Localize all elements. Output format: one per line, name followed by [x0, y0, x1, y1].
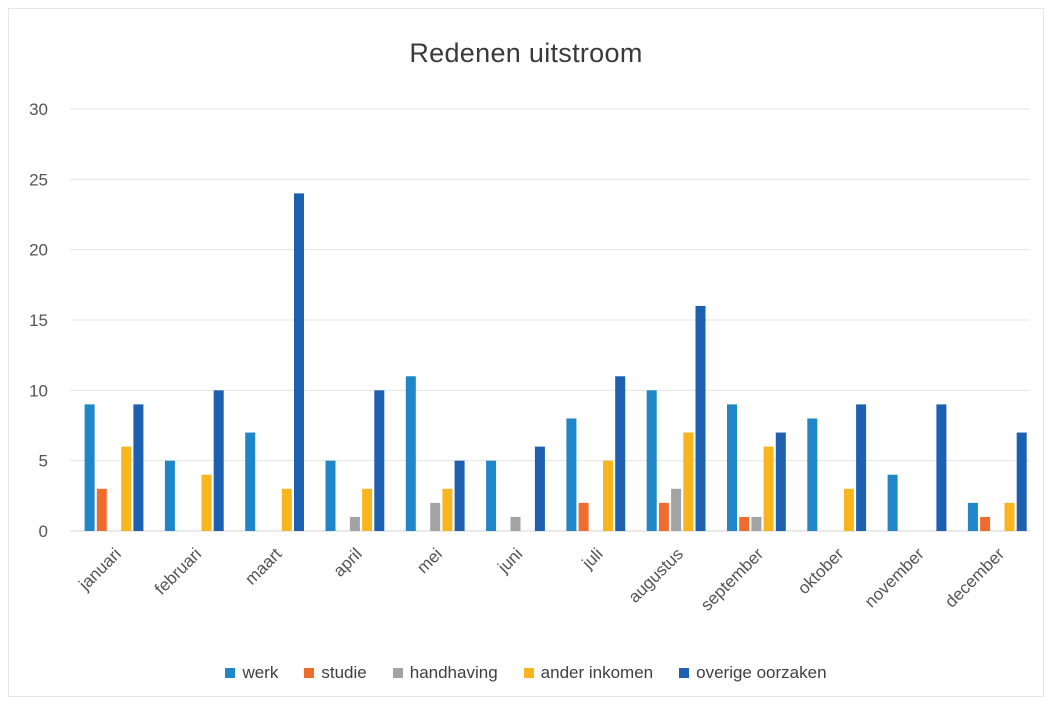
y-tick-label: 30	[29, 100, 48, 119]
bar	[96, 488, 107, 531]
bar	[133, 404, 144, 531]
bar	[213, 390, 224, 531]
bar	[349, 516, 360, 531]
bar	[325, 460, 336, 531]
bar	[727, 404, 737, 531]
bar	[362, 488, 373, 531]
bars	[84, 193, 1027, 531]
bar	[1004, 502, 1015, 531]
bar	[658, 502, 669, 531]
bar	[936, 404, 947, 531]
bar	[164, 460, 175, 531]
x-tick-label: september	[697, 544, 767, 614]
y-tick-label: 5	[39, 452, 48, 471]
legend: werk studie handhaving ander inkomen overige…	[0, 663, 1052, 683]
legend-item: ander inkomen	[523, 663, 654, 683]
legend-item: handhaving	[392, 663, 498, 683]
bar	[84, 404, 95, 531]
x-tick-label: juli	[578, 544, 607, 573]
y-axis-tick-labels: 0 5 10 15 20 25 30	[29, 100, 48, 541]
bar	[683, 432, 694, 531]
bar	[980, 516, 991, 531]
bar	[751, 516, 762, 531]
bar	[887, 474, 898, 531]
legend-item: studie	[304, 663, 367, 683]
bar	[281, 488, 292, 531]
legend-label: overige oorzaken	[696, 663, 827, 682]
x-tick-label: december	[941, 544, 1008, 611]
bar	[646, 390, 657, 531]
bar	[578, 502, 589, 531]
bar	[121, 446, 132, 531]
x-tick-label: mei	[413, 544, 446, 577]
bar	[695, 305, 706, 531]
legend-swatch	[225, 668, 236, 678]
legend-label: werk	[242, 663, 279, 682]
x-axis-tick-labels: januari februari maart april mei juni juli augu…	[75, 544, 1009, 614]
x-tick-label: januari	[75, 544, 125, 594]
gridlines	[70, 108, 1030, 532]
x-tick-label: augustus	[625, 544, 687, 606]
bar	[405, 376, 416, 531]
bar	[374, 390, 385, 531]
legend-swatch	[304, 668, 315, 678]
bar	[454, 460, 465, 531]
y-tick-label: 20	[29, 241, 48, 260]
bar	[775, 432, 786, 531]
bar	[201, 474, 212, 531]
bar	[430, 502, 441, 531]
legend-item: werk	[225, 663, 278, 683]
chart-frame	[8, 8, 1044, 697]
bar	[603, 460, 613, 531]
bar	[843, 488, 854, 531]
bar	[534, 446, 545, 531]
legend-swatch	[523, 668, 534, 678]
chart-title: Redenen uitstroom	[409, 38, 643, 68]
bar	[856, 404, 867, 531]
y-tick-label: 10	[29, 381, 48, 400]
legend-label: ander inkomen	[540, 663, 654, 682]
bar	[739, 516, 750, 531]
legend-swatch	[392, 668, 403, 678]
y-tick-label: 15	[29, 311, 48, 330]
bar	[807, 418, 818, 531]
x-tick-label: oktober	[794, 544, 848, 598]
x-tick-label: februari	[151, 544, 205, 598]
y-tick-label: 25	[29, 170, 48, 189]
bar	[486, 460, 497, 531]
legend-label: studie	[321, 663, 367, 682]
x-tick-label: november	[861, 544, 928, 611]
y-tick-label: 0	[39, 522, 48, 541]
bar	[763, 446, 774, 531]
x-tick-label: juni	[493, 544, 526, 577]
legend-swatch	[679, 668, 690, 678]
x-tick-label: maart	[241, 544, 285, 588]
bar	[294, 193, 304, 531]
bar	[1016, 432, 1027, 531]
x-tick-label: april	[330, 544, 366, 580]
bar	[615, 376, 626, 531]
bar	[510, 516, 521, 531]
legend-item: overige oorzaken	[679, 663, 827, 683]
bar	[967, 502, 978, 531]
bar	[566, 418, 577, 531]
bar	[245, 432, 256, 531]
bar	[671, 488, 682, 531]
legend-label: handhaving	[409, 663, 498, 682]
bar	[442, 488, 453, 531]
